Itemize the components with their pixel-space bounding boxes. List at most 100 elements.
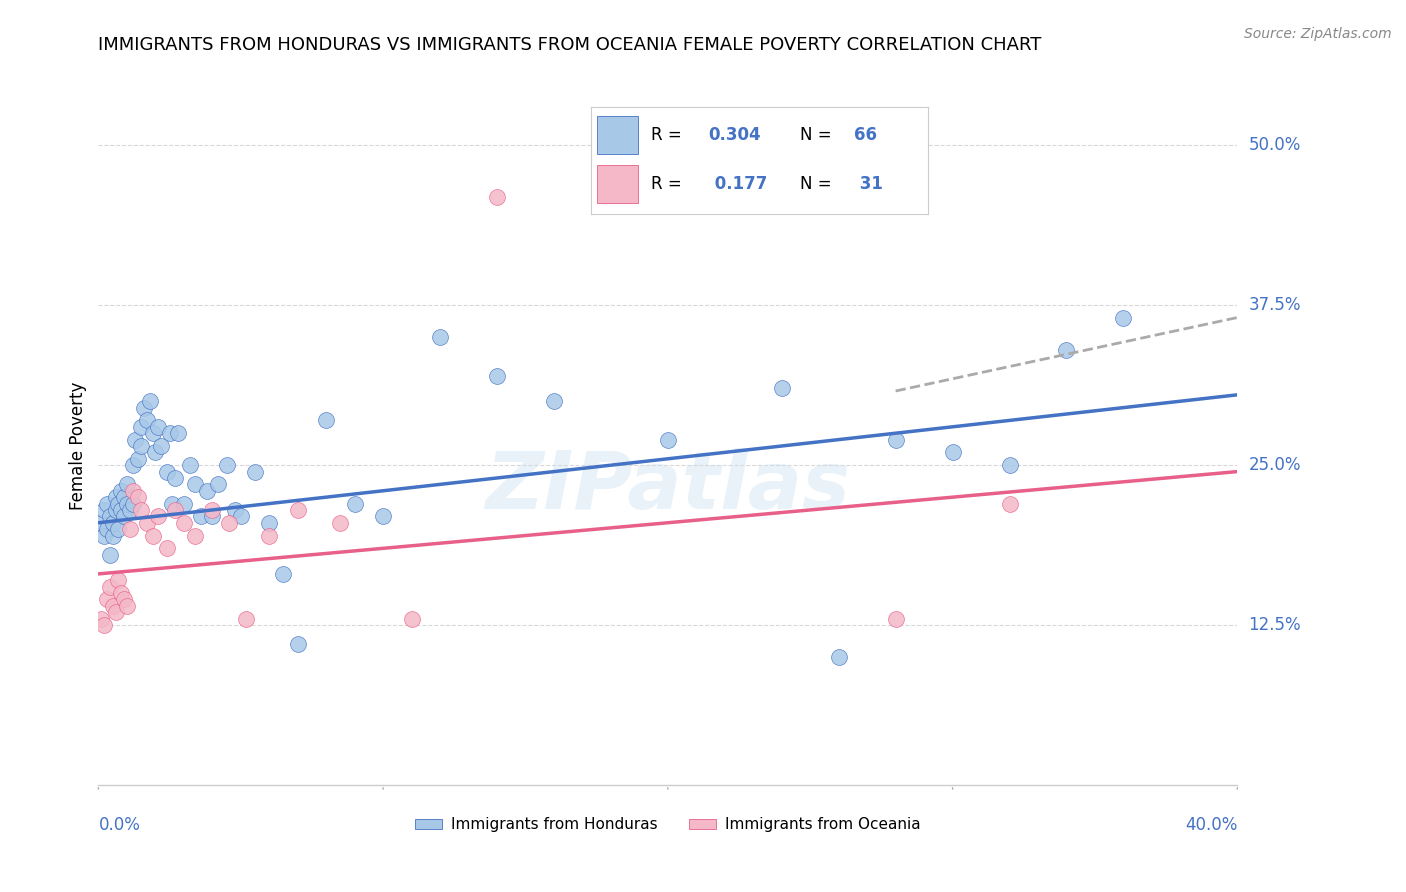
Point (190, 509, 212, 524)
Point (259, 528, 281, 542)
Point (201, 509, 224, 524)
Point (90, 516, 112, 530)
Point (104, 490, 127, 504)
Point (998, 458, 1021, 473)
Point (107, 522, 129, 536)
Point (770, 381, 793, 395)
Point (98, 509, 121, 524)
Point (135, 413, 157, 427)
Point (173, 516, 195, 530)
Point (129, 419, 152, 434)
Text: R =: R = (651, 126, 688, 144)
Bar (598, 165, 638, 203)
Point (329, 516, 352, 530)
Point (104, 503, 127, 517)
Text: Source: ZipAtlas.com: Source: ZipAtlas.com (1244, 27, 1392, 41)
Point (127, 451, 149, 466)
Point (138, 394, 160, 409)
Point (315, 413, 337, 427)
Point (156, 541, 179, 556)
Point (195, 483, 218, 498)
Point (110, 503, 132, 517)
Point (150, 439, 173, 453)
Point (98, 580, 121, 594)
Point (135, 516, 157, 530)
Point (93, 618, 115, 632)
Point (1112, 311, 1135, 326)
Point (179, 458, 201, 473)
Text: 0.304: 0.304 (709, 126, 761, 144)
Point (156, 465, 179, 479)
Point (107, 497, 129, 511)
Point (218, 516, 240, 530)
Point (207, 477, 229, 491)
Point (243, 465, 266, 479)
Text: N =: N = (800, 126, 837, 144)
Point (543, 394, 565, 409)
Point (401, 612, 423, 626)
Point (115, 599, 138, 613)
Point (259, 516, 281, 530)
Point (148, 509, 170, 524)
Point (224, 503, 246, 517)
Point (93, 528, 115, 542)
Point (884, 433, 907, 447)
Point (998, 497, 1021, 511)
Point (96, 497, 118, 511)
Point (107, 574, 129, 588)
Point (90, 612, 112, 626)
Point (118, 503, 141, 517)
Point (429, 330, 451, 344)
Point (235, 612, 257, 626)
Point (104, 605, 127, 619)
Point (101, 528, 124, 542)
Point (115, 477, 138, 491)
Point (343, 497, 366, 511)
Point (215, 458, 238, 473)
Text: IMMIGRANTS FROM HONDURAS VS IMMIGRANTS FROM OCEANIA FEMALE POVERTY CORRELATION C: IMMIGRANTS FROM HONDURAS VS IMMIGRANTS F… (98, 36, 1042, 54)
Point (1056, 343, 1078, 357)
Point (373, 509, 395, 524)
Point (167, 426, 190, 441)
Point (112, 509, 135, 524)
Point (98, 548, 121, 562)
Text: 31: 31 (853, 175, 883, 193)
Text: 0.0%: 0.0% (98, 815, 141, 833)
Text: ZIPatlas: ZIPatlas (485, 448, 851, 525)
Point (141, 528, 163, 542)
Point (165, 471, 187, 485)
Text: 0.177: 0.177 (709, 175, 768, 193)
Point (129, 503, 152, 517)
Point (486, 189, 509, 203)
Point (112, 490, 135, 504)
Point (124, 433, 146, 447)
Point (121, 458, 143, 473)
Point (229, 509, 252, 524)
Point (148, 419, 170, 434)
Text: 40.0%: 40.0% (1185, 815, 1237, 833)
Point (121, 483, 143, 498)
Point (127, 490, 149, 504)
Point (273, 566, 295, 581)
Text: 66: 66 (853, 126, 877, 144)
Point (657, 433, 679, 447)
Point (159, 426, 181, 441)
Point (118, 522, 141, 536)
Point (141, 426, 163, 441)
Point (96, 522, 118, 536)
Point (828, 650, 851, 665)
Point (162, 497, 184, 511)
Point (145, 445, 167, 459)
Point (110, 586, 132, 600)
Text: 37.5%: 37.5% (1249, 296, 1301, 314)
Text: 25.0%: 25.0% (1249, 456, 1301, 475)
Point (165, 503, 187, 517)
Point (115, 497, 138, 511)
Text: N =: N = (800, 175, 837, 193)
Point (112, 592, 135, 607)
Point (101, 599, 124, 613)
Point (287, 637, 309, 651)
Point (132, 401, 155, 415)
Point (173, 497, 195, 511)
Text: R =: R = (651, 175, 688, 193)
